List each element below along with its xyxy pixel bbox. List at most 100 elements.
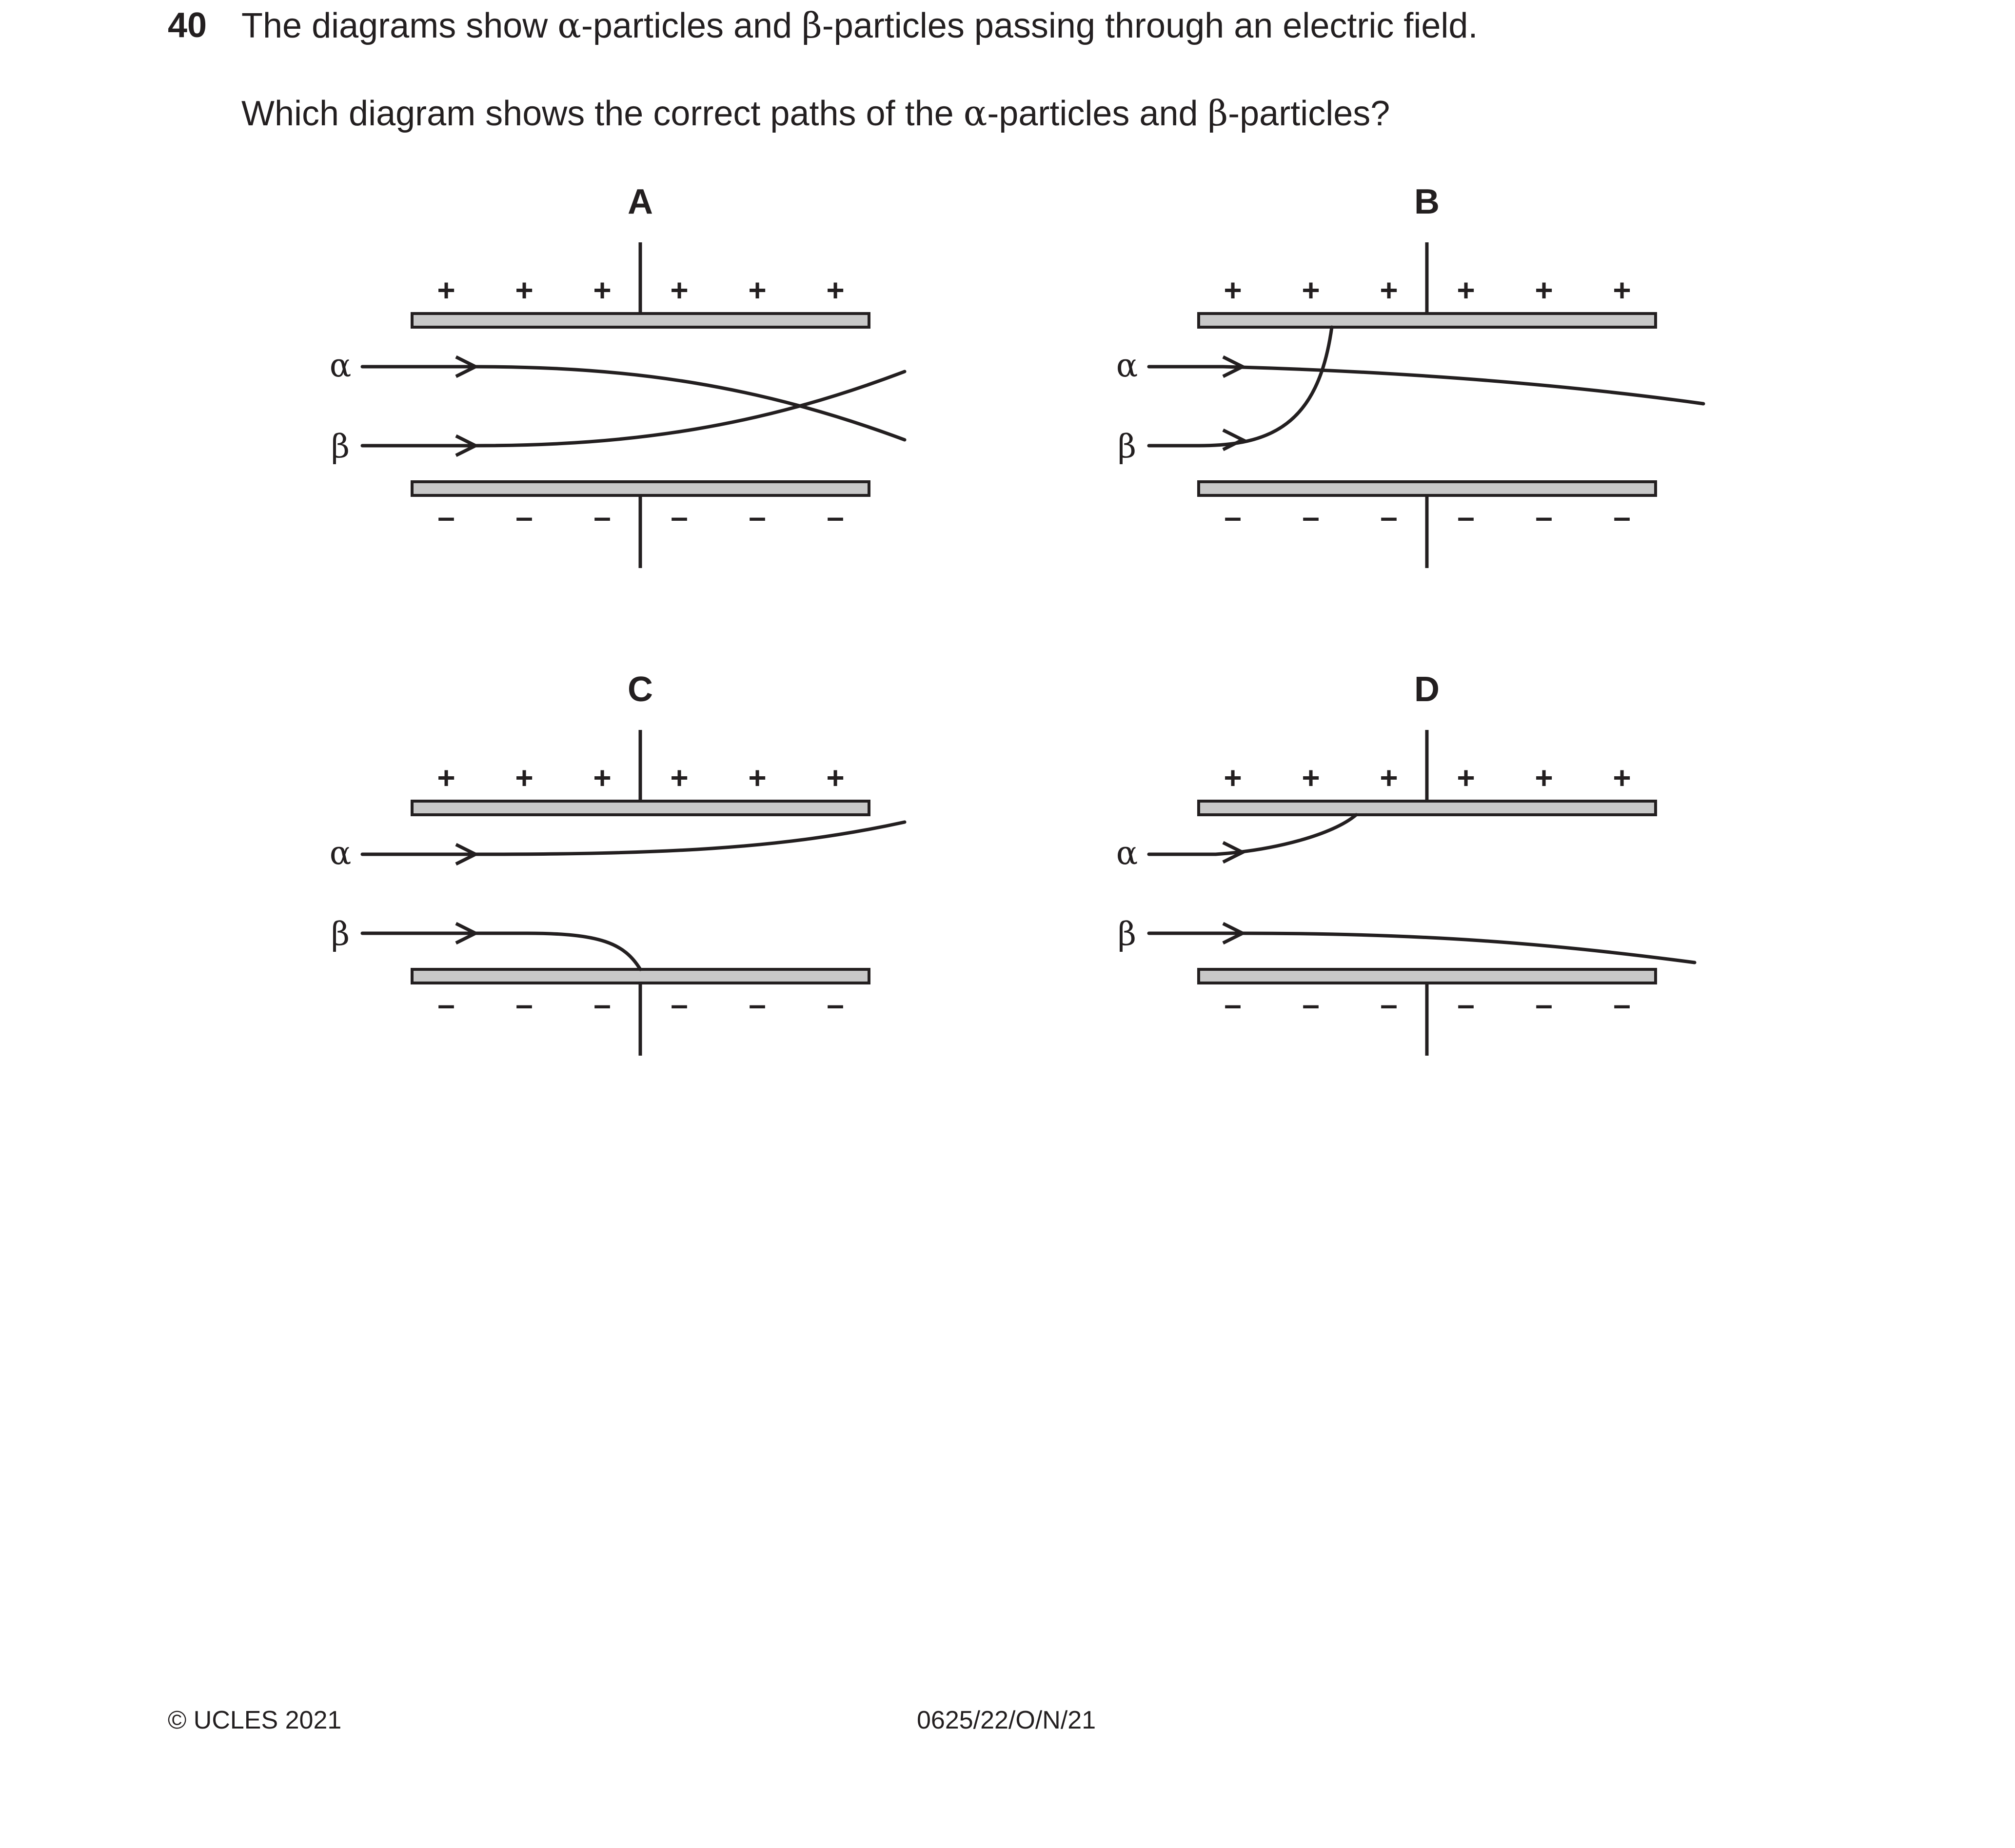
minus-sign: – — [827, 499, 844, 534]
minus-sign: – — [437, 987, 455, 1022]
plus-sign: + — [1380, 273, 1398, 308]
minus-sign: – — [1457, 499, 1475, 534]
plus-sign: + — [670, 273, 688, 308]
plus-sign: + — [1302, 760, 1320, 795]
plus-sign: + — [437, 760, 455, 795]
beta-label: β — [1118, 915, 1136, 953]
diagram-c: C + – + – + – + – + – + – α β — [330, 670, 907, 1056]
minus-sign: – — [749, 987, 766, 1022]
plus-sign: + — [1457, 760, 1475, 795]
negative-plate — [1197, 480, 1657, 497]
minus-sign: – — [1535, 987, 1553, 1022]
plus-sign: + — [826, 760, 844, 795]
alpha-arrowhead — [455, 843, 479, 866]
minus-sign: – — [1224, 499, 1242, 534]
minus-sign: – — [671, 987, 688, 1022]
minus-sign: – — [437, 499, 455, 534]
diagram-d: D + – + – + – + – + – + – α β — [1116, 670, 1697, 1056]
positive-plate — [1197, 312, 1657, 329]
minus-sign: – — [1457, 987, 1475, 1022]
beta-label: β — [331, 915, 350, 953]
plus-sign: + — [1457, 273, 1475, 308]
minus-sign: – — [515, 499, 533, 534]
diagram-b: B + – + – + – + – + – + – α β — [1116, 182, 1705, 568]
minus-sign: – — [749, 499, 766, 534]
plus-sign: + — [1224, 273, 1242, 308]
option-label: D — [1414, 670, 1440, 709]
negative-plate — [411, 968, 870, 984]
alpha-path — [1147, 813, 1358, 856]
alpha-label: α — [1116, 347, 1138, 384]
minus-sign: – — [1302, 987, 1320, 1022]
minus-sign: – — [671, 499, 688, 534]
plus-sign: + — [593, 760, 611, 795]
minus-sign: – — [1380, 499, 1398, 534]
alpha-path — [1147, 365, 1705, 406]
beta-arrowhead — [1222, 922, 1246, 945]
prompt-beta-symbol: β — [1207, 93, 1228, 134]
copyright-footer: © UCLES 2021 — [168, 1706, 342, 1734]
minus-sign: – — [593, 499, 611, 534]
plus-sign: + — [670, 760, 688, 795]
positive-plate — [1197, 800, 1657, 816]
stem-text-1: The diagrams show — [241, 6, 558, 45]
stem-text-3: -particles passing through an electric f… — [822, 6, 1478, 45]
option-label: C — [628, 670, 653, 709]
plus-sign: + — [1535, 760, 1553, 795]
plus-sign: + — [1613, 760, 1631, 795]
alpha-arrowhead — [1222, 355, 1246, 378]
plus-sign: + — [1380, 760, 1398, 795]
paper-code-footer: 0625/22/O/N/21 — [917, 1706, 1096, 1734]
alpha-path — [360, 820, 907, 856]
alpha-arrowhead — [1222, 841, 1246, 864]
alpha-label: α — [1116, 834, 1138, 872]
plus-sign: + — [437, 273, 455, 308]
positive-plate — [411, 312, 870, 329]
stem-alpha-symbol: α — [557, 5, 581, 46]
minus-sign: – — [827, 987, 844, 1022]
beta-path — [1147, 325, 1334, 448]
plus-sign: + — [515, 760, 533, 795]
plus-sign: + — [748, 273, 766, 308]
beta-path — [360, 370, 907, 448]
minus-sign: – — [1380, 987, 1398, 1022]
minus-sign: – — [1302, 499, 1320, 534]
minus-sign: – — [1613, 499, 1631, 534]
plus-sign: + — [826, 273, 844, 308]
alpha-label: α — [330, 347, 352, 384]
minus-sign: – — [1535, 499, 1553, 534]
prompt-text-2: -particles and — [987, 94, 1208, 133]
negative-plate — [411, 480, 870, 497]
beta-path — [360, 931, 642, 971]
prompt-text-3: -particles? — [1228, 94, 1390, 133]
plus-sign: + — [593, 273, 611, 308]
minus-sign: – — [1613, 987, 1631, 1022]
plus-sign: + — [515, 273, 533, 308]
minus-sign: – — [593, 987, 611, 1022]
alpha-label: α — [330, 834, 352, 872]
plus-sign: + — [748, 760, 766, 795]
minus-sign: – — [515, 987, 533, 1022]
plus-sign: + — [1302, 273, 1320, 308]
plus-sign: + — [1224, 760, 1242, 795]
stem-text-2: -particles and — [581, 6, 802, 45]
beta-arrowhead — [1222, 428, 1246, 452]
plus-sign: + — [1613, 273, 1631, 308]
beta-path — [1147, 931, 1697, 964]
beta-arrowhead — [455, 434, 479, 457]
beta-label: β — [331, 428, 350, 465]
positive-plate — [411, 800, 870, 816]
question-number: 40 — [168, 6, 207, 45]
question-prompt: Which diagram shows the correct paths of… — [241, 92, 1390, 135]
diagram-a: A + – + – + – + – + – + – α β — [330, 182, 907, 568]
plus-sign: + — [1535, 273, 1553, 308]
stem-beta-symbol: β — [802, 5, 822, 46]
alpha-arrowhead — [455, 355, 479, 378]
prompt-alpha-symbol: α — [963, 93, 988, 134]
option-label: A — [628, 182, 653, 221]
beta-arrowhead — [455, 922, 479, 945]
negative-plate — [1197, 968, 1657, 984]
beta-label: β — [1118, 428, 1136, 465]
alpha-path — [360, 365, 907, 442]
